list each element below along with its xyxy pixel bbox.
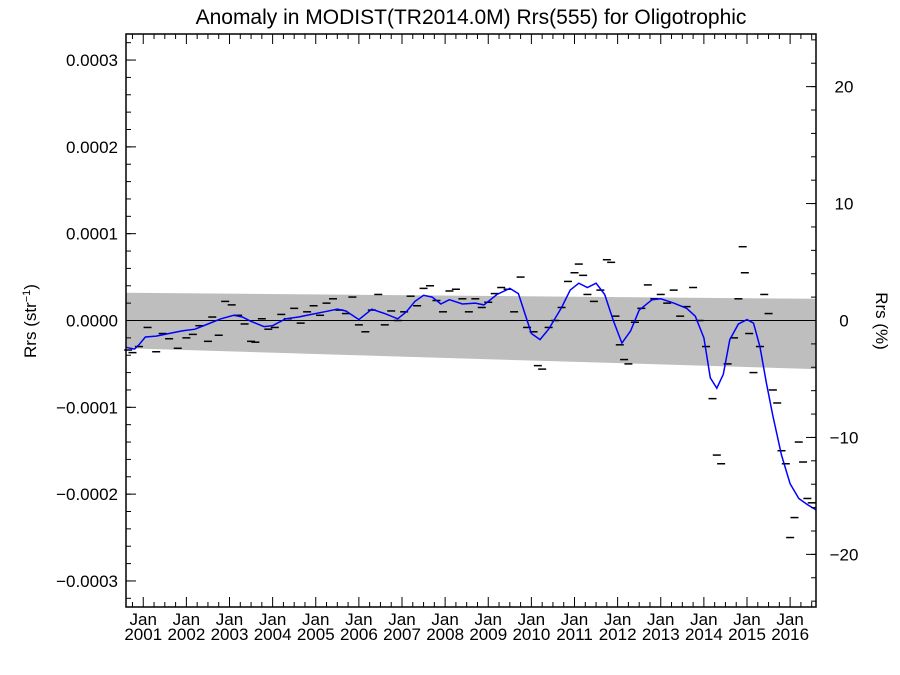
y-tick-label-left: 0.0000: [66, 312, 118, 331]
x-tick-month-label: Jan: [518, 610, 545, 629]
x-tick-month-label: Jan: [475, 610, 502, 629]
x-tick-year-label: 2008: [426, 625, 464, 644]
x-tick-month-label: Jan: [130, 610, 157, 629]
monthly-marks-layer: [124, 245, 816, 539]
y-tick-label-left: −0.0003: [56, 572, 118, 591]
smoothed-anomaly-line: [125, 282, 817, 511]
y-tick-label-right: −10: [830, 428, 859, 447]
x-tick-month-label: Jan: [776, 610, 803, 629]
x-tick-year-label: 2004: [254, 625, 292, 644]
x-tick-year-label: 2012: [599, 625, 637, 644]
x-tick-year-label: 2015: [728, 625, 766, 644]
y-tick-label-left: −0.0002: [56, 485, 118, 504]
x-tick-month-label: Jan: [345, 610, 372, 629]
y-tick-label-right: −20: [830, 545, 859, 564]
x-tick-month-label: Jan: [388, 610, 415, 629]
y-tick-label-right: 10: [835, 195, 854, 214]
x-tick-year-label: 2010: [512, 625, 550, 644]
y-tick-label-left: 0.0001: [66, 225, 118, 244]
x-tick-year-label: 2009: [469, 625, 507, 644]
y-tick-label-right: 0: [839, 312, 848, 331]
uncertainty-band: [126, 292, 816, 370]
y-tick-label-right: 20: [835, 78, 854, 97]
x-tick-year-label: 2011: [556, 625, 593, 644]
x-tick-month-label: Jan: [431, 610, 458, 629]
chart-title: Anomaly in MODIST(TR2014.0M) Rrs(555) fo…: [196, 6, 747, 29]
x-tick-month-label: Jan: [173, 610, 200, 629]
x-tick-month-label: Jan: [302, 610, 329, 629]
x-tick-year-label: 2007: [383, 625, 421, 644]
y-tick-label-left: −0.0001: [56, 398, 118, 417]
x-tick-year-label: 2006: [340, 625, 378, 644]
y-tick-label-left: 0.0003: [66, 51, 118, 70]
x-tick-month-label: Jan: [647, 610, 674, 629]
x-tick-month-label: Jan: [604, 610, 631, 629]
x-tick-year-label: 2002: [167, 625, 205, 644]
y-axis-left-label: Rrs (str−1): [21, 284, 40, 358]
x-tick-year-label: 2014: [685, 625, 723, 644]
x-tick-year-label: 2001: [124, 625, 162, 644]
x-tick-year-label: 2013: [642, 625, 680, 644]
x-tick-month-label: Jan: [690, 610, 717, 629]
x-tick-month-label: Jan: [561, 610, 588, 629]
x-tick-month-label: Jan: [733, 610, 760, 629]
x-tick-year-label: 2003: [211, 625, 249, 644]
y-tick-label-left: 0.0002: [66, 138, 118, 157]
y-axis-right-label: Rrs (%): [872, 292, 891, 350]
x-tick-month-label: Jan: [216, 610, 243, 629]
axes-layer: 0.0003 0.0002 0.0001 0.0000 −0.0001 −0.0002 −0…: [56, 34, 858, 644]
uncertainty-band-layer: [126, 292, 816, 370]
x-tick-year-label: 2005: [297, 625, 335, 644]
x-tick-month-label: Jan: [259, 610, 286, 629]
x-tick-year-label: 2016: [771, 625, 809, 644]
